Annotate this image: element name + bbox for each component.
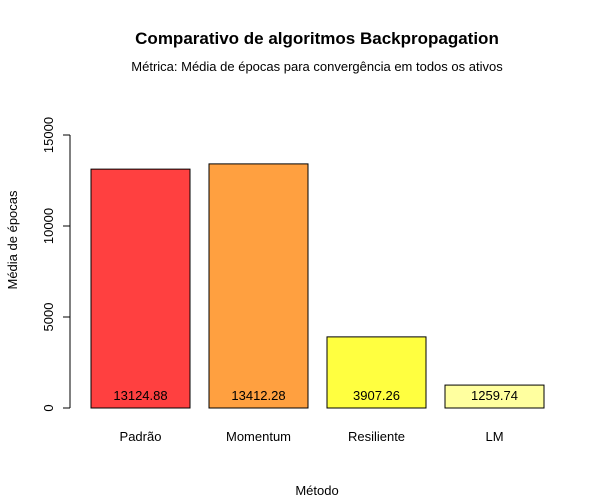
bar-value-label: 13412.28: [231, 388, 285, 403]
bar: [208, 163, 309, 409]
y-tick-label: 5000: [41, 303, 56, 332]
y-axis: 0 5000 10000 15000: [41, 117, 71, 412]
bar-value-label: 13124.88: [113, 388, 167, 403]
chart-title: Comparativo de algoritmos Backpropagatio…: [135, 29, 499, 48]
bar: [90, 168, 191, 409]
bars: 13124.88 Padrão 13412.28 Momentum 3907.26 Res…: [90, 163, 545, 444]
x-category-label: Padrão: [120, 429, 162, 444]
x-category-label: Momentum: [226, 429, 291, 444]
x-axis-label: Método: [295, 483, 338, 498]
y-tick-label: 0: [41, 404, 56, 411]
bar-value-label: 3907.26: [353, 388, 400, 403]
bar-value-label: 1259.74: [471, 388, 518, 403]
y-tick-label: 15000: [41, 117, 56, 153]
bar: [326, 336, 427, 409]
x-category-label: LM: [485, 429, 503, 444]
x-category-label: Resiliente: [348, 429, 405, 444]
bar: [444, 384, 545, 409]
y-tick-label: 10000: [41, 208, 56, 244]
y-axis-label: Média de épocas: [5, 190, 20, 290]
chart-subtitle: Métrica: Média de épocas para convergênc…: [131, 59, 503, 74]
